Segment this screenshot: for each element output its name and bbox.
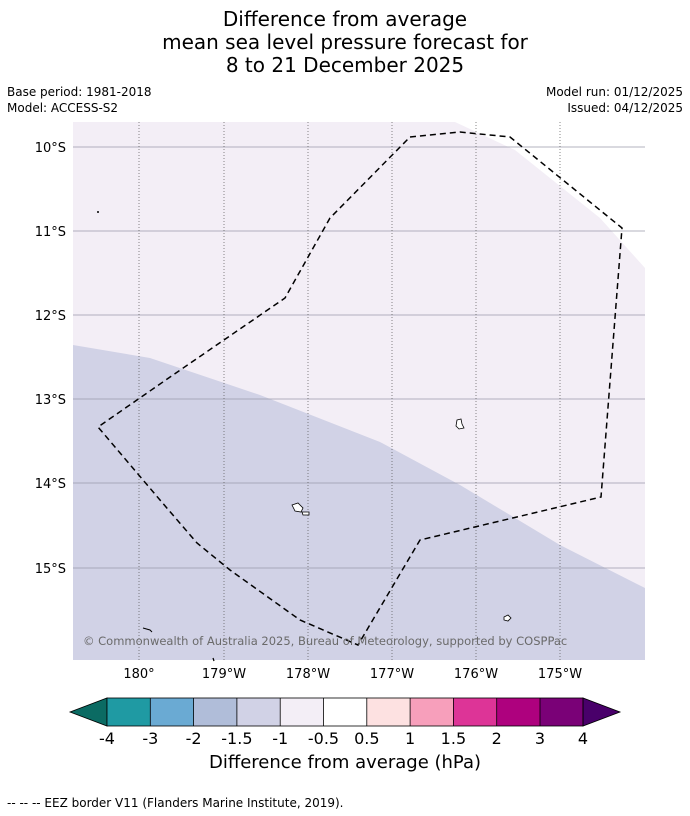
colorbar-label: Difference from average (hPa): [208, 752, 482, 773]
island-wallis-small: [301, 511, 310, 516]
colorbar-tick: -2: [186, 729, 202, 748]
chart-title: Difference from average mean sea level p…: [0, 8, 690, 77]
copyright-text: © Commonwealth of Australia 2025, Bureau…: [83, 634, 567, 648]
lon-label-176w: 176°W: [454, 667, 498, 682]
colorbar-tick: -1.5: [221, 729, 252, 748]
title-line-3: 8 to 21 December 2025: [225, 53, 465, 77]
lat-labels: 10°S 11°S 12°S 13°S 14°S 15°S: [35, 141, 66, 577]
lon-labels: 180° 179°W 178°W 177°W 176°W 175°W: [123, 667, 582, 682]
colorbar-tick: -3: [142, 729, 158, 748]
lon-label-179w: 179°W: [202, 667, 246, 682]
island-bottom: [212, 657, 215, 662]
colorbar-tick: -4: [99, 729, 115, 748]
islands: [97, 211, 512, 662]
colorbar-bin-7: [366, 698, 411, 726]
colorbar-bin-11: [540, 698, 583, 726]
colorbar-tick: -1: [272, 729, 288, 748]
island-wallis-main: [291, 502, 304, 513]
lat-label-15s: 15°S: [35, 562, 66, 577]
meta-right: Model run: 01/12/2025 Issued: 04/12/2025: [546, 84, 683, 116]
colorbar: -4 -3 -2 -1.5 -1 -0.5 0.5 1 1.5 2 3 4: [68, 697, 622, 748]
colorbar-bin-3: [193, 698, 237, 726]
lon-label-180: 180°: [123, 667, 154, 682]
colorbar-tick: 4: [578, 729, 588, 748]
colorbar-tick: -0.5: [308, 729, 339, 748]
lat-label-11s: 11°S: [35, 225, 66, 240]
issued-text: Issued: 04/12/2025: [567, 101, 683, 115]
meta-left: Base period: 1981-2018 Model: ACCESS-S2: [7, 84, 152, 116]
title-line-2: mean sea level pressure forecast for: [162, 30, 528, 54]
colorbar-dividers: [149, 698, 541, 726]
colorbar-bin-8: [410, 698, 454, 726]
island-northwest: [97, 211, 99, 213]
title-line-1: Difference from average: [222, 7, 468, 31]
colorbar-bin-2: [150, 698, 194, 726]
colorbar-tick: 0.5: [354, 729, 379, 748]
colorbar-ticks: -4 -3 -2 -1.5 -1 -0.5 0.5 1 1.5 2 3 4: [99, 729, 588, 748]
model-text: Model: ACCESS-S2: [7, 101, 119, 115]
base-period-text: Base period: 1981-2018: [7, 85, 152, 99]
lon-label-175w: 175°W: [538, 667, 582, 682]
colorbar-tick: 3: [535, 729, 545, 748]
lat-label-10s: 10°S: [35, 141, 66, 156]
colorbar-bin-1: [107, 698, 151, 726]
colorbar-bin-10: [496, 698, 540, 726]
white-corner-region: [455, 122, 645, 268]
lower-pressure-region: [73, 345, 645, 660]
colorbar-bin-4: [236, 698, 281, 726]
colorbar-tick: 2: [492, 729, 502, 748]
island-east: [455, 418, 465, 430]
colorbar-tick: 1: [405, 729, 415, 748]
colorbar-bin-5: [280, 698, 324, 726]
island-southwest: [142, 627, 153, 633]
lat-label-14s: 14°S: [35, 477, 66, 492]
map-plot: © Commonwealth of Australia 2025, Bureau…: [73, 122, 645, 662]
island-southeast: [503, 614, 512, 622]
gridlines: [73, 122, 645, 660]
colorbar-left-arrow: [68, 697, 108, 727]
eez-footnote: -- -- -- EEZ border V11 (Flanders Marine…: [7, 796, 344, 810]
colorbar-right-arrow: [582, 697, 622, 727]
model-run-text: Model run: 01/12/2025: [545, 85, 683, 99]
lat-label-13s: 13°S: [35, 393, 66, 408]
lon-label-177w: 177°W: [370, 667, 414, 682]
colorbar-bin-6: [323, 698, 367, 726]
colorbar-frame: [106, 697, 584, 727]
eez-border: [96, 131, 623, 646]
colorbar-bin-9: [453, 698, 497, 726]
colorbar-tick: 1.5: [441, 729, 466, 748]
lon-label-178w: 178°W: [286, 667, 330, 682]
lat-label-12s: 12°S: [35, 309, 66, 324]
